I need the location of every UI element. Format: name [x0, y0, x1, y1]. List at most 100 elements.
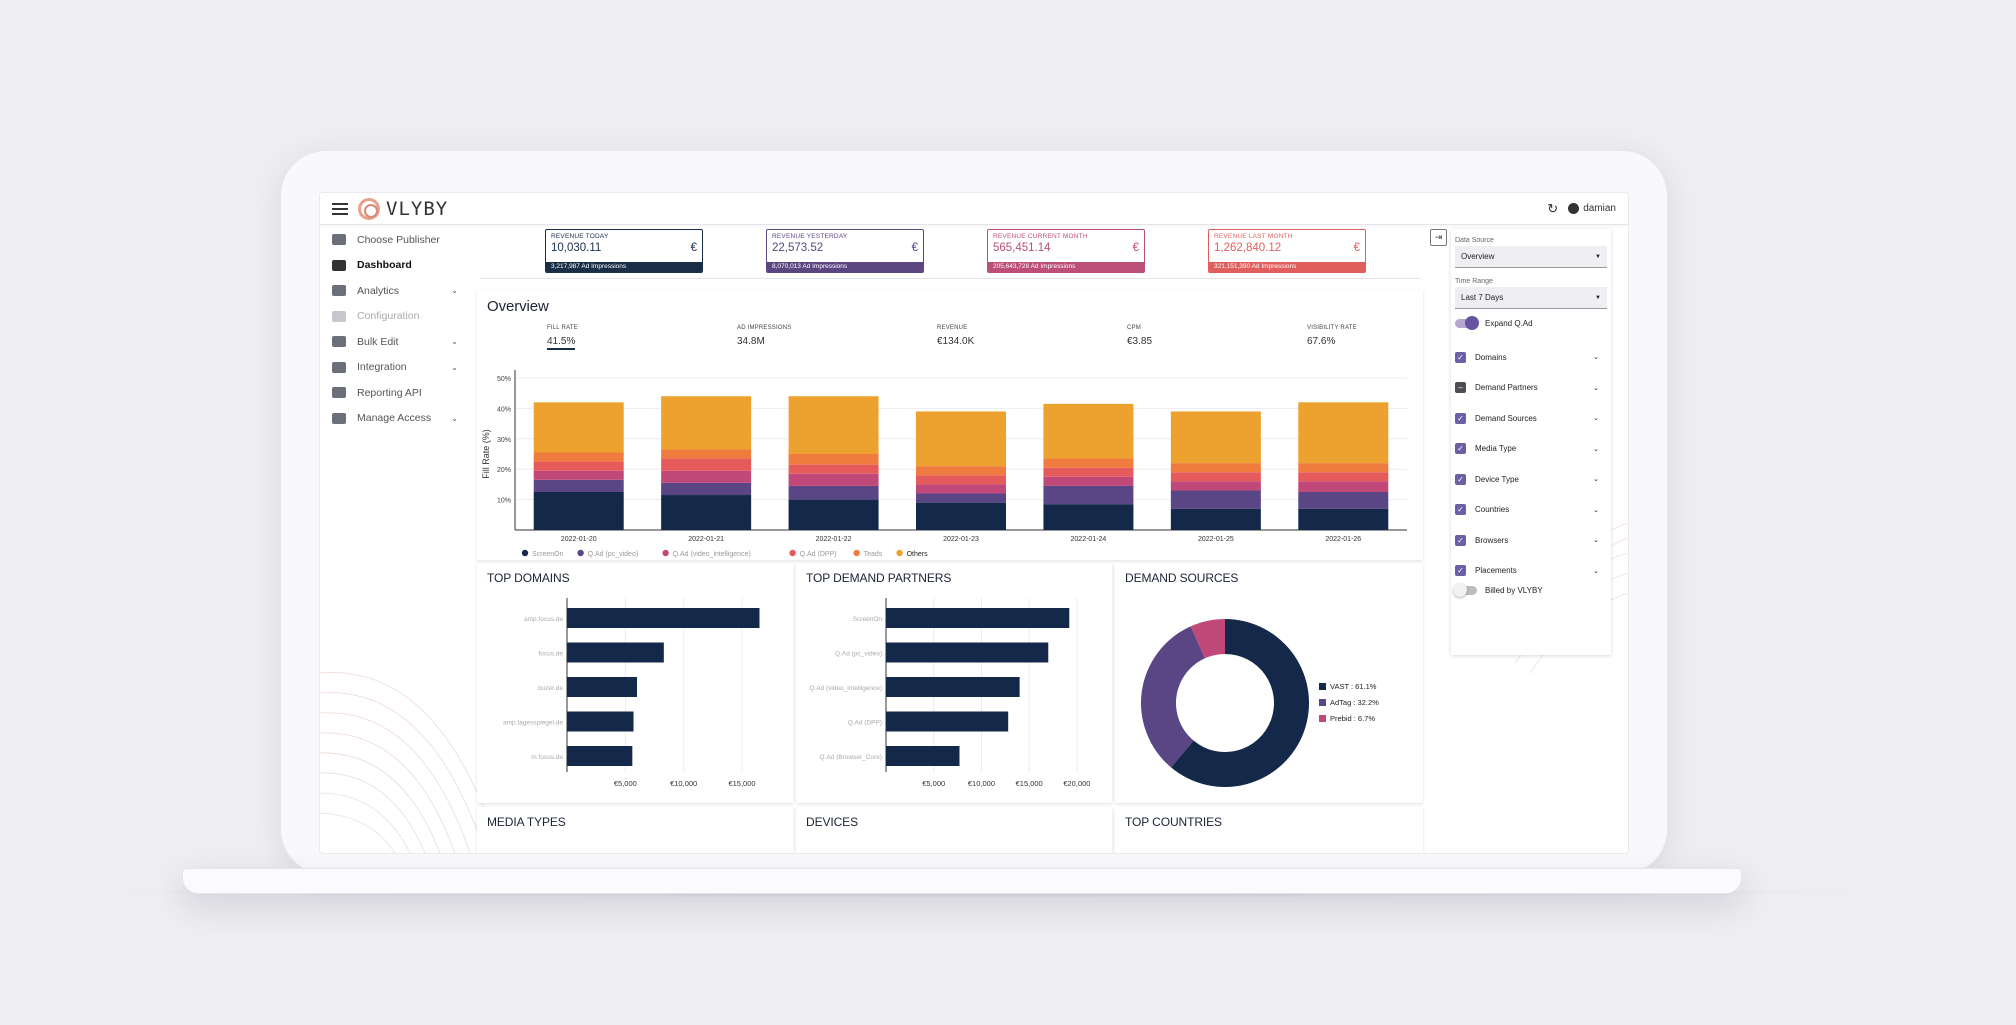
bar-segment[interactable] [1298, 492, 1389, 509]
bar-segment[interactable] [1043, 485, 1134, 505]
sidebar-item-choose-publisher[interactable]: Choose Publisher [320, 227, 470, 253]
data-source-select[interactable]: Overview ▼ [1455, 246, 1607, 268]
bar-segment[interactable] [1298, 402, 1389, 464]
checkbox-checked-icon[interactable]: ✓ [1455, 473, 1466, 485]
bar-segment[interactable] [661, 458, 752, 471]
metric-tab[interactable]: CPM €3.85 [1127, 325, 1152, 349]
legend-label[interactable]: Q.Ad (video_intelligence) [673, 551, 751, 558]
sidebar-item-configuration[interactable]: Configuration [320, 304, 470, 330]
donut-slice[interactable] [1171, 619, 1309, 787]
donut-slice[interactable] [1141, 626, 1205, 768]
bar-segment[interactable] [1043, 403, 1134, 459]
chevron-down-icon[interactable]: ⌄ [1593, 354, 1599, 362]
filter-domains[interactable]: ✓ Domains ⌄ [1455, 342, 1607, 373]
kpi-card[interactable]: REVENUE CURRENT MONTH 565,451.14 €205,643,… [987, 229, 1145, 273]
bar-segment[interactable] [788, 499, 879, 530]
bar-segment[interactable] [533, 479, 624, 492]
collapse-panel-icon[interactable]: ⇥ [1430, 229, 1447, 246]
bar-segment[interactable] [916, 502, 1006, 530]
bar[interactable] [886, 711, 1009, 732]
bar-segment[interactable] [1170, 508, 1261, 530]
metric-tab[interactable]: FILL RATE 41.5% [547, 325, 578, 350]
bar[interactable] [886, 746, 960, 766]
bar-segment[interactable] [916, 493, 1006, 503]
bar-segment[interactable] [916, 475, 1006, 485]
filter-placements[interactable]: ✓ Placements ⌄ [1455, 556, 1607, 587]
metric-tab[interactable]: VISIBILITY RATE 67.6% [1307, 325, 1357, 349]
bar[interactable] [886, 677, 1020, 697]
bar-segment[interactable] [1170, 490, 1261, 509]
bar[interactable] [886, 608, 1070, 628]
sidebar-item-reporting-api[interactable]: Reporting API [320, 380, 470, 406]
sidebar-item-manage-access[interactable]: Manage Access ⌄ [320, 406, 470, 432]
billed-toggle[interactable]: Billed by VLYBY [1453, 583, 1607, 597]
checkbox-checked-icon[interactable]: ✓ [1455, 534, 1466, 546]
donut-slice[interactable] [1190, 619, 1225, 659]
legend-label[interactable]: VAST : 61.1% [1330, 682, 1377, 691]
bar-segment[interactable] [533, 470, 624, 480]
bar-segment[interactable] [533, 461, 624, 471]
bar-segment[interactable] [1043, 467, 1134, 477]
bar-segment[interactable] [533, 452, 624, 462]
chevron-down-icon[interactable]: ⌄ [1593, 476, 1599, 484]
bar[interactable] [567, 642, 664, 663]
bar[interactable] [567, 677, 637, 697]
checkbox-checked-icon[interactable]: ✓ [1455, 504, 1466, 516]
bar-segment[interactable] [788, 485, 879, 500]
filter-demand-sources[interactable]: ✓ Demand Sources ⌄ [1455, 403, 1607, 434]
bar[interactable] [567, 746, 633, 766]
sidebar-item-dashboard[interactable]: Dashboard [320, 253, 470, 279]
bar-segment[interactable] [661, 495, 752, 530]
bar-segment[interactable] [916, 411, 1006, 467]
bar-segment[interactable] [661, 396, 752, 450]
metric-tab[interactable]: REVENUE €134.0K [937, 325, 974, 349]
filter-device-type[interactable]: ✓ Device Type ⌄ [1455, 464, 1607, 495]
chevron-down-icon[interactable]: ⌄ [1593, 506, 1599, 514]
bar-segment[interactable] [788, 473, 879, 486]
bar-segment[interactable] [1298, 481, 1389, 492]
bar-segment[interactable] [1298, 508, 1389, 530]
bar-segment[interactable] [916, 484, 1006, 494]
sidebar-item-bulk-edit[interactable]: Bulk Edit ⌄ [320, 329, 470, 355]
chevron-down-icon[interactable]: ⌄ [1593, 537, 1599, 545]
bar-segment[interactable] [533, 402, 624, 453]
bar[interactable] [567, 711, 634, 732]
legend-label[interactable]: Q.Ad (DPP) [800, 551, 837, 558]
legend-label[interactable]: Q.Ad (pc_video) [588, 551, 639, 558]
bar-segment[interactable] [1170, 463, 1261, 473]
sidebar-item-integration[interactable]: Integration ⌄ [320, 355, 470, 381]
sidebar-item-analytics[interactable]: Analytics ⌄ [320, 278, 470, 304]
bar[interactable] [886, 642, 1049, 663]
filter-browsers[interactable]: ✓ Browsers ⌄ [1455, 525, 1607, 556]
bar-segment[interactable] [1170, 481, 1261, 491]
bar[interactable] [567, 608, 760, 628]
chevron-down-icon[interactable]: ⌄ [1593, 445, 1599, 453]
bar-segment[interactable] [916, 466, 1006, 476]
legend-label[interactable]: Teads [864, 551, 883, 558]
legend-label[interactable]: Prebid : 6.7% [1330, 714, 1375, 723]
bar-segment[interactable] [1298, 463, 1389, 473]
checkbox-checked-icon[interactable]: ✓ [1455, 443, 1466, 455]
checkbox-indeterminate-icon[interactable]: – [1455, 382, 1466, 394]
filter-demand-partners[interactable]: – Demand Partners ⌄ [1455, 373, 1607, 404]
metric-tab[interactable]: AD IMPRESSIONS 34.8M [737, 325, 791, 349]
bar-segment[interactable] [1043, 458, 1134, 468]
bar-segment[interactable] [1170, 472, 1261, 482]
toggle-switch-on[interactable] [1455, 316, 1479, 330]
bar-segment[interactable] [1170, 411, 1261, 464]
user-menu[interactable]: damian [1568, 203, 1616, 214]
kpi-card[interactable]: REVENUE TODAY 10,030.11 €3,217,987 Ad Impr… [545, 229, 703, 273]
checkbox-checked-icon[interactable]: ✓ [1455, 565, 1466, 577]
time-range-select[interactable]: Last 7 Days ▼ [1455, 287, 1607, 309]
bar-segment[interactable] [661, 482, 752, 496]
legend-label[interactable]: ScreenOn [532, 551, 564, 558]
bar-segment[interactable] [661, 470, 752, 483]
bar-segment[interactable] [1043, 504, 1134, 530]
chevron-down-icon[interactable]: ⌄ [1593, 567, 1599, 575]
bar-segment[interactable] [533, 492, 624, 530]
kpi-card[interactable]: REVENUE YESTERDAY 22,573.52 €8,070,013 Ad … [766, 229, 924, 273]
legend-label[interactable]: AdTag : 32.2% [1330, 698, 1379, 707]
refresh-icon[interactable]: ↻ [1547, 200, 1559, 216]
bar-segment[interactable] [1298, 472, 1389, 482]
bar-segment[interactable] [788, 396, 879, 454]
